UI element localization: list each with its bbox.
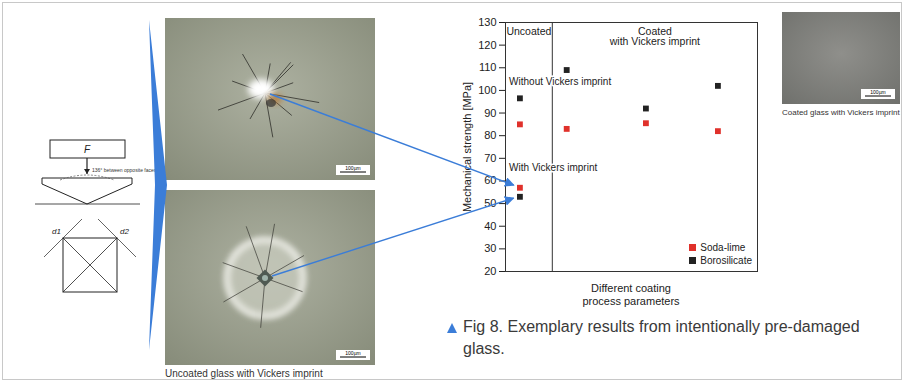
html-text:Borosilicate: Borosilicate bbox=[700, 255, 752, 266]
svg-text:120: 120 bbox=[478, 39, 496, 51]
html-text:Coated glass with Vickers impr: Coated glass with Vickers imprint bbox=[782, 108, 900, 117]
svg-text:40: 40 bbox=[484, 220, 496, 232]
svg-text:Uncoated: Uncoated bbox=[506, 25, 551, 37]
svg-text:130: 130 bbox=[478, 16, 496, 28]
svg-text:100µm: 100µm bbox=[870, 89, 885, 95]
svg-text:136° between opposite faces: 136° between opposite faces bbox=[92, 167, 157, 173]
svg-text:80: 80 bbox=[484, 129, 496, 141]
svg-text:F: F bbox=[84, 144, 91, 155]
svg-text:d1: d1 bbox=[52, 227, 61, 236]
svg-text:60: 60 bbox=[484, 174, 496, 186]
html-text:Different coating process para: Different coating process parameters bbox=[582, 282, 680, 307]
svg-text:50: 50 bbox=[484, 197, 496, 209]
svg-text:Coatedwith Vickers imprint: Coatedwith Vickers imprint bbox=[609, 25, 700, 48]
html-text:Fig 8. Exemplary results from: Fig 8. Exemplary results from intentiona… bbox=[463, 318, 860, 357]
svg-text:With Vickers imprint: With Vickers imprint bbox=[509, 162, 597, 173]
svg-text:100µm: 100µm bbox=[345, 165, 360, 171]
svg-text:30: 30 bbox=[484, 242, 496, 254]
svg-text:d2: d2 bbox=[120, 227, 129, 236]
svg-text:20: 20 bbox=[484, 265, 496, 277]
svg-text:Without Vickers imprint: Without Vickers imprint bbox=[509, 76, 611, 87]
html-text:Soda-lime: Soda-lime bbox=[700, 242, 746, 253]
html-text:Uncoated glass with Vickers im: Uncoated glass with Vickers imprint bbox=[165, 368, 323, 379]
svg-text:90: 90 bbox=[484, 107, 496, 119]
svg-text:100: 100 bbox=[478, 84, 496, 96]
svg-text:100µm: 100µm bbox=[345, 350, 360, 356]
svg-text:Mechanical strength [MPa]: Mechanical strength [MPa] bbox=[461, 82, 473, 212]
svg-text:70: 70 bbox=[484, 152, 496, 164]
svg-text:110: 110 bbox=[479, 61, 497, 73]
